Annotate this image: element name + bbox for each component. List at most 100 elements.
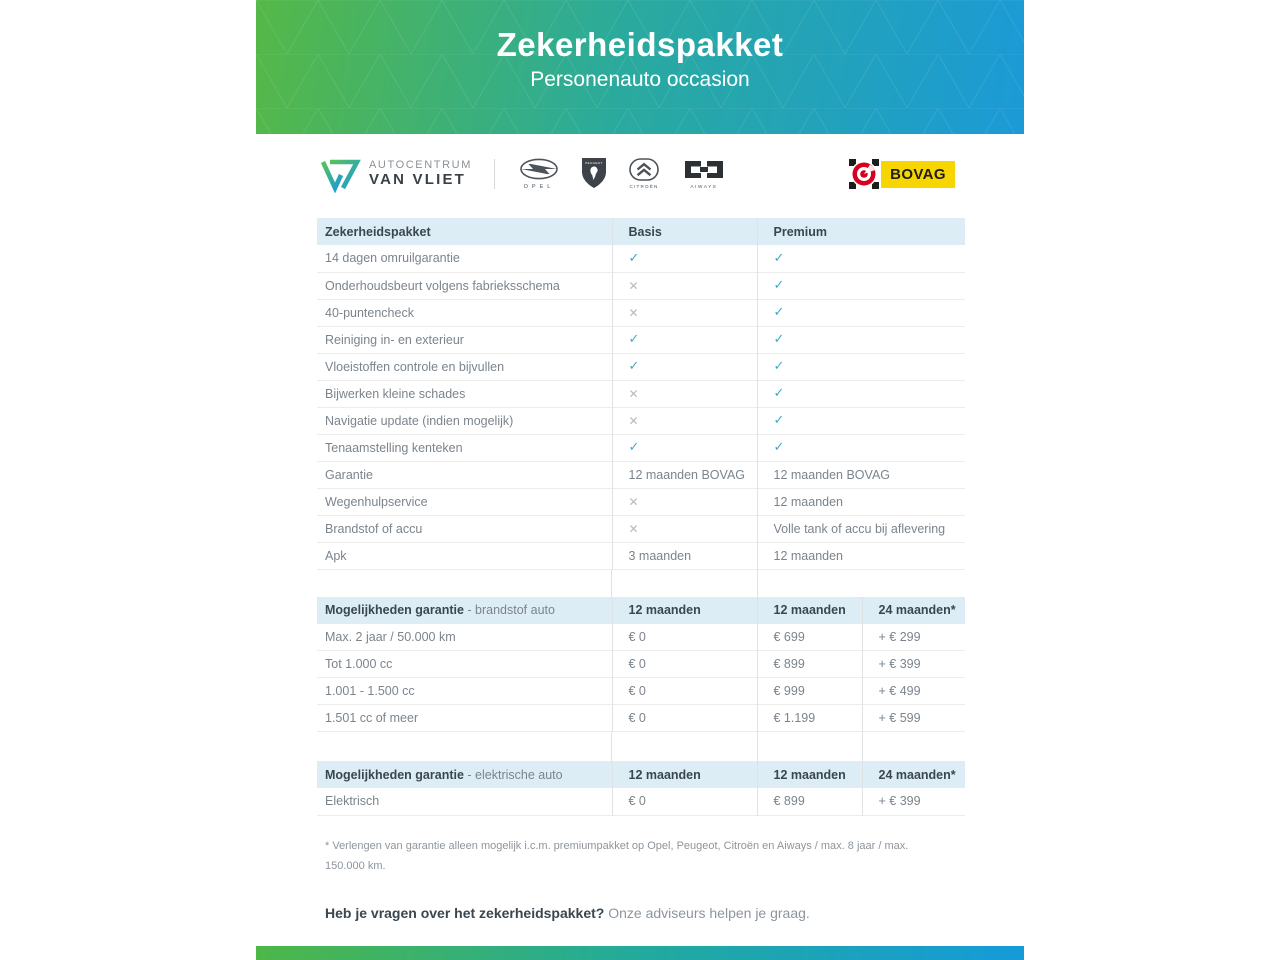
row-value: 12 maanden BOVAG [756,461,965,488]
van-vliet-mark-icon [320,159,361,193]
row-value: ✕ [611,488,757,515]
bovag-logo: BOVAG [849,159,955,189]
flyer-page: Zekerheidspakket Personenauto occasion A… [256,0,1024,960]
table-row: 1.001 - 1.500 cc € 0 € 999 + € 499 [317,677,965,705]
table-row: Navigatie update (indien mogelijk) ✕ ✓ [317,407,965,434]
row-value: + € 599 [861,704,965,732]
row-label: Elektrisch [325,794,380,809]
warranty-fuel-table: Mogelijkheden garantie - brandstof auto … [317,596,965,733]
comparison-title: Zekerheidspakket [325,224,431,239]
citroen-label: CITROËN [629,183,658,189]
row-value: ✕ [611,515,757,542]
table-row: Tot 1.000 cc € 0 € 899 + € 399 [317,650,965,678]
row-value: + € 499 [861,677,965,705]
page-title: Zekerheidspakket [496,26,784,63]
cross-icon: ✕ [628,413,639,428]
row-label: Reiniging in- en exterieur [325,332,464,347]
row-value: ✕ [611,299,757,326]
cross-icon: ✕ [628,494,639,509]
dealer-logo: AUTOCENTRUM VAN VLIET [319,155,472,193]
table-gap [317,569,965,597]
row-value: € 1.199 [756,704,862,732]
row-value: € 999 [756,677,862,705]
brand-logos: OPEL PEUGEOT CITROËN AIWAYS [517,157,727,191]
bovag-label: BOVAG [890,165,946,183]
aiways-logo-icon: AIWAYS [684,161,723,189]
row-value: € 0 [611,677,757,705]
row-value: 3 maanden [611,542,757,569]
row-value: 12 maanden BOVAG [611,461,757,488]
row-label: Apk [325,548,347,563]
cross-icon: ✕ [628,305,639,320]
col-premium: Premium [756,218,965,245]
row-value: € 899 [756,788,862,815]
check-icon: ✓ [773,305,785,320]
col-12-maanden-2: 12 maanden [756,761,862,788]
warranty-electric-header-row: Mogelijkheden garantie - elektrische aut… [317,761,965,788]
check-icon: ✓ [773,386,785,401]
table-row: Reiniging in- en exterieur ✓ ✓ [317,326,965,353]
table-row: Wegenhulpservice ✕ 12 maanden [317,488,965,515]
table-row: Elektrisch € 0 € 899 + € 399 [317,788,965,815]
row-label: 1.001 - 1.500 cc [325,684,415,698]
footer-gradient-bar [256,946,1024,960]
cross-icon: ✕ [628,278,639,293]
row-label: Brandstof of accu [325,521,423,536]
check-icon: ✓ [628,250,640,266]
logo-row: AUTOCENTRUM VAN VLIET OPEL PEUGEOT [317,150,965,198]
row-value: € 0 [611,650,757,678]
peugeot-logo-icon: PEUGEOT [581,158,606,188]
peugeot-label: PEUGEOT [585,161,602,165]
dealer-name-bottom: VAN VLIET [369,170,467,188]
row-value: Volle tank of accu bij aflevering [756,515,965,542]
package-tables: Zekerheidspakket Basis Premium 14 dagen … [317,218,965,816]
row-value: ✓ [756,434,965,461]
table-row: Vloeistoffen controle en bijvullen ✓ ✓ [317,353,965,380]
comparison-header-row: Zekerheidspakket Basis Premium [317,218,965,245]
check-icon: ✓ [773,440,785,455]
warranty-fuel-header-row: Mogelijkheden garantie - brandstof auto … [317,596,965,624]
citroen-logo-icon: CITROËN [629,158,659,189]
check-icon: ✓ [628,332,640,347]
row-value: ✓ [756,407,965,434]
row-label: Tenaamstelling kenteken [325,440,463,455]
warranty-electric-table: Mogelijkheden garantie - elektrische aut… [317,761,965,816]
row-value: ✓ [611,353,757,380]
row-label: 14 dagen omruilgarantie [325,251,460,266]
col-12-maanden-2: 12 maanden [756,596,862,624]
aiways-label: AIWAYS [690,184,717,189]
table-row: 1.501 cc of meer € 0 € 1.199 + € 599 [317,704,965,732]
warranty-fuel-title: Mogelijkheden garantie - brandstof auto [325,603,555,617]
col-basis: Basis [611,218,757,245]
row-label: 1.501 cc of meer [325,711,419,725]
table-gap [317,732,965,761]
row-value: ✕ [611,407,757,434]
row-value: + € 299 [861,623,965,651]
row-value: ✓ [756,326,965,353]
row-label: 40-puntencheck [325,305,414,320]
table-row: Tenaamstelling kenteken ✓ ✓ [317,434,965,461]
header-banner: Zekerheidspakket Personenauto occasion [256,0,1024,134]
row-label: Garantie [325,467,373,482]
check-icon: ✓ [773,250,785,266]
opel-label: OPEL [524,184,555,190]
row-value: ✕ [611,380,757,407]
row-value: ✓ [611,245,757,272]
row-value: € 0 [611,704,757,732]
check-icon: ✓ [628,440,640,455]
col-12-maanden: 12 maanden [611,596,757,624]
table-row: Garantie 12 maanden BOVAG 12 maanden BOVAG [317,461,965,488]
table-row: 40-puntencheck ✕ ✓ [317,299,965,326]
opel-logo-icon: OPEL [520,158,558,190]
check-icon: ✓ [773,413,785,428]
row-value: + € 399 [861,650,965,678]
col-12-maanden: 12 maanden [611,761,757,788]
row-value: ✓ [756,380,965,407]
row-label: Wegenhulpservice [325,494,428,509]
check-icon: ✓ [773,332,785,347]
cross-icon: ✕ [628,521,639,536]
comparison-table: Zekerheidspakket Basis Premium 14 dagen … [317,218,965,570]
row-value: € 0 [611,623,757,651]
triangle-pattern [256,0,1024,134]
row-label: Max. 2 jaar / 50.000 km [325,629,456,644]
